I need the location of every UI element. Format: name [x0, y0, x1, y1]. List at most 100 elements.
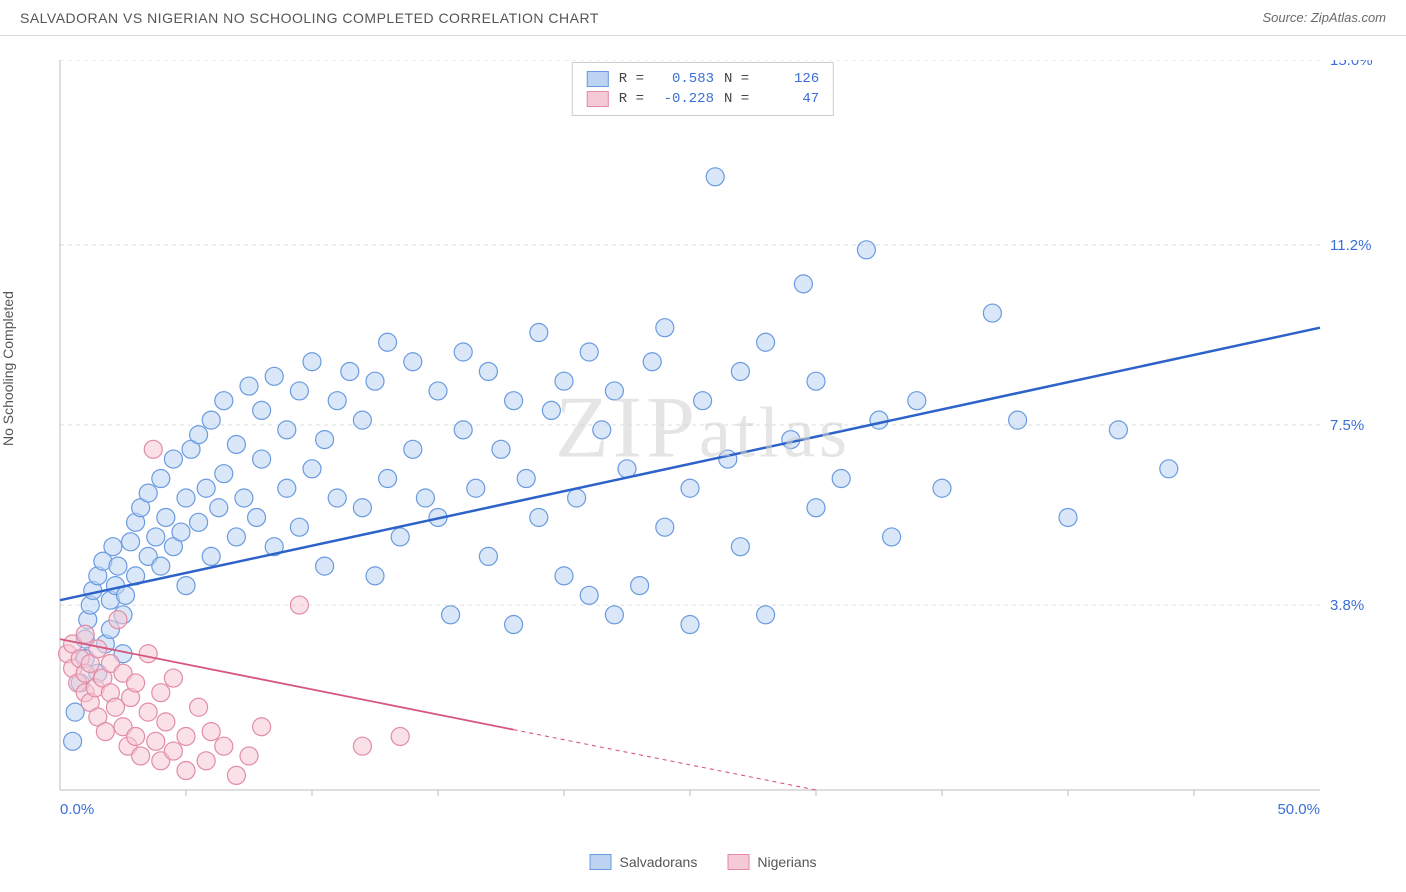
data-point [253, 401, 271, 419]
data-point [303, 460, 321, 478]
data-point [353, 737, 371, 755]
data-point [391, 528, 409, 546]
data-point [1009, 411, 1027, 429]
stats-row: R = 0.583 N = 126 [587, 69, 819, 89]
data-point [794, 275, 812, 293]
data-point [454, 343, 472, 361]
data-point [316, 431, 334, 449]
data-point [883, 528, 901, 546]
legend-swatch [590, 854, 612, 870]
data-point [132, 747, 150, 765]
data-point [164, 742, 182, 760]
data-point [391, 727, 409, 745]
data-point [555, 372, 573, 390]
data-point [122, 533, 140, 551]
data-point [505, 616, 523, 634]
data-point [190, 513, 208, 531]
data-point [719, 450, 737, 468]
data-point [215, 737, 233, 755]
r-label: R = [619, 91, 644, 107]
data-point [857, 241, 875, 259]
data-point [366, 567, 384, 585]
data-point [64, 732, 82, 750]
data-point [505, 392, 523, 410]
data-point [265, 367, 283, 385]
data-point [933, 479, 951, 497]
data-point [341, 362, 359, 380]
data-point [96, 723, 114, 741]
data-point [694, 392, 712, 410]
legend-swatch [727, 854, 749, 870]
data-point [353, 499, 371, 517]
data-point [147, 732, 165, 750]
data-point [139, 703, 157, 721]
data-point [139, 645, 157, 663]
chart-title: SALVADORAN VS NIGERIAN NO SCHOOLING COMP… [20, 10, 599, 26]
n-value: 126 [759, 71, 819, 87]
y-axis-label: No Schooling Completed [0, 291, 16, 446]
data-point [278, 479, 296, 497]
data-point [706, 168, 724, 186]
data-point [542, 401, 560, 419]
data-point [656, 518, 674, 536]
plot-area: 3.8%7.5%11.2%15.0%0.0%50.0% [50, 60, 1380, 830]
data-point [164, 450, 182, 468]
data-point [303, 353, 321, 371]
data-point [681, 479, 699, 497]
data-point [731, 362, 749, 380]
data-point [908, 392, 926, 410]
data-point [631, 577, 649, 595]
legend-item: Nigerians [727, 854, 816, 870]
data-point [157, 508, 175, 526]
data-point [316, 557, 334, 575]
data-point [104, 538, 122, 556]
data-point [379, 470, 397, 488]
legend-item: Salvadorans [590, 854, 698, 870]
data-point [580, 343, 598, 361]
n-value: 47 [759, 91, 819, 107]
scatter-chart: 3.8%7.5%11.2%15.0%0.0%50.0% [50, 60, 1380, 830]
data-point [1059, 508, 1077, 526]
data-point [117, 586, 135, 604]
data-point [253, 718, 271, 736]
data-point [983, 304, 1001, 322]
header-bar: SALVADORAN VS NIGERIAN NO SCHOOLING COMP… [0, 0, 1406, 36]
data-point [467, 479, 485, 497]
data-point [530, 508, 548, 526]
trend-line [60, 328, 1320, 601]
data-point [235, 489, 253, 507]
data-point [253, 450, 271, 468]
legend-swatch [587, 91, 609, 107]
data-point [197, 479, 215, 497]
data-point [172, 523, 190, 541]
data-point [109, 557, 127, 575]
x-tick-label: 50.0% [1277, 801, 1320, 818]
data-point [290, 382, 308, 400]
data-point [442, 606, 460, 624]
data-point [147, 528, 165, 546]
y-tick-label: 15.0% [1330, 60, 1373, 69]
source-label: Source: ZipAtlas.com [1262, 10, 1386, 25]
data-point [643, 353, 661, 371]
data-point [328, 489, 346, 507]
legend-label: Nigerians [757, 854, 816, 870]
data-point [353, 411, 371, 429]
data-point [190, 426, 208, 444]
data-point [832, 470, 850, 488]
y-tick-label: 7.5% [1330, 417, 1364, 434]
data-point [404, 440, 422, 458]
data-point [190, 698, 208, 716]
data-point [605, 606, 623, 624]
data-point [240, 747, 258, 765]
data-point [76, 625, 94, 643]
data-point [177, 577, 195, 595]
data-point [127, 674, 145, 692]
data-point [1109, 421, 1127, 439]
data-point [479, 362, 497, 380]
data-point [479, 547, 497, 565]
data-point [197, 752, 215, 770]
data-point [215, 392, 233, 410]
r-value: 0.583 [654, 71, 714, 87]
series-legend: Salvadorans Nigerians [590, 854, 817, 870]
data-point [89, 640, 107, 658]
